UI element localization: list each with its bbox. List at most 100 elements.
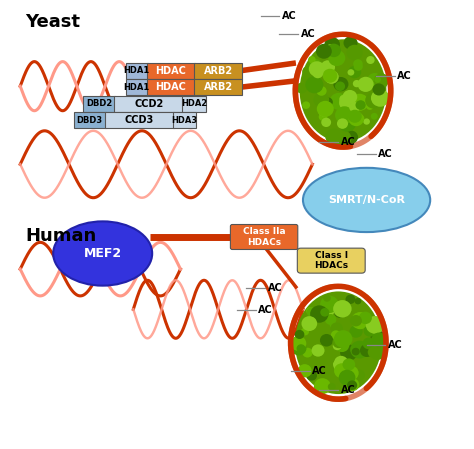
Circle shape (354, 319, 361, 326)
Circle shape (346, 378, 359, 391)
Circle shape (334, 130, 352, 147)
Circle shape (368, 347, 380, 358)
Circle shape (373, 84, 385, 96)
Ellipse shape (295, 291, 382, 394)
Circle shape (339, 95, 348, 104)
Circle shape (320, 295, 338, 313)
Text: AC: AC (341, 137, 356, 147)
Circle shape (320, 308, 329, 317)
Circle shape (302, 73, 313, 84)
Circle shape (349, 325, 363, 338)
Circle shape (333, 358, 348, 372)
Circle shape (309, 61, 325, 77)
Circle shape (335, 106, 354, 124)
Ellipse shape (300, 40, 386, 142)
Circle shape (364, 325, 376, 337)
Circle shape (302, 66, 314, 77)
Circle shape (371, 330, 385, 344)
Text: AC: AC (378, 149, 393, 159)
Text: HDAC: HDAC (155, 82, 186, 92)
Circle shape (302, 348, 313, 357)
Circle shape (348, 110, 362, 123)
Circle shape (310, 305, 328, 323)
Circle shape (319, 113, 328, 121)
Circle shape (328, 50, 345, 66)
Circle shape (321, 118, 331, 127)
Circle shape (352, 348, 360, 356)
Circle shape (306, 370, 317, 381)
Circle shape (323, 97, 333, 107)
Circle shape (351, 94, 369, 111)
Text: HDAC: HDAC (155, 66, 186, 76)
Circle shape (330, 322, 343, 335)
Circle shape (327, 44, 341, 57)
Circle shape (369, 343, 386, 360)
FancyBboxPatch shape (147, 79, 195, 95)
Circle shape (356, 100, 365, 110)
Text: Human: Human (25, 227, 96, 245)
FancyBboxPatch shape (182, 96, 206, 112)
FancyBboxPatch shape (83, 96, 115, 112)
Circle shape (334, 330, 353, 348)
Circle shape (305, 76, 323, 93)
Circle shape (308, 56, 316, 63)
Text: SMRT/N-CoR: SMRT/N-CoR (328, 195, 405, 205)
Circle shape (334, 307, 346, 318)
Circle shape (357, 77, 374, 92)
Text: HDA3: HDA3 (172, 116, 198, 125)
Circle shape (302, 101, 310, 109)
Circle shape (366, 56, 374, 64)
Circle shape (340, 344, 357, 361)
Ellipse shape (303, 168, 430, 232)
Circle shape (363, 338, 375, 349)
Circle shape (371, 89, 389, 107)
Circle shape (339, 370, 356, 386)
Circle shape (291, 341, 307, 356)
Text: Yeast: Yeast (25, 13, 80, 31)
Circle shape (347, 380, 357, 390)
Circle shape (335, 81, 345, 91)
Text: ARB2: ARB2 (204, 66, 233, 76)
Circle shape (330, 131, 339, 140)
Text: AC: AC (341, 386, 356, 396)
Circle shape (342, 95, 348, 101)
Circle shape (323, 295, 331, 302)
Text: AC: AC (282, 11, 297, 21)
Circle shape (371, 113, 378, 119)
Text: AC: AC (258, 305, 273, 315)
Circle shape (338, 114, 356, 132)
Circle shape (367, 73, 383, 88)
Circle shape (320, 334, 333, 347)
Circle shape (348, 112, 364, 126)
Circle shape (366, 316, 384, 334)
Circle shape (331, 330, 341, 340)
Circle shape (298, 364, 312, 378)
Circle shape (333, 361, 340, 368)
FancyBboxPatch shape (114, 96, 183, 112)
FancyBboxPatch shape (194, 79, 242, 95)
Circle shape (318, 105, 330, 117)
Circle shape (334, 363, 350, 378)
Circle shape (323, 69, 337, 83)
Circle shape (310, 59, 321, 70)
Circle shape (335, 339, 349, 352)
Circle shape (376, 79, 387, 89)
FancyBboxPatch shape (126, 63, 148, 79)
Circle shape (374, 73, 389, 88)
FancyBboxPatch shape (230, 224, 298, 250)
Circle shape (350, 105, 357, 111)
Circle shape (344, 36, 357, 49)
Circle shape (365, 92, 383, 109)
Circle shape (351, 312, 369, 329)
FancyBboxPatch shape (297, 248, 365, 273)
Circle shape (301, 316, 317, 331)
Circle shape (350, 341, 369, 358)
Circle shape (326, 44, 336, 53)
FancyBboxPatch shape (105, 113, 174, 128)
Text: Class IIa
HDACs: Class IIa HDACs (243, 227, 285, 247)
Circle shape (324, 37, 340, 52)
Text: CCD2: CCD2 (134, 99, 163, 109)
Circle shape (312, 68, 323, 78)
Text: DBD2: DBD2 (86, 99, 112, 108)
Text: AC: AC (268, 283, 283, 293)
